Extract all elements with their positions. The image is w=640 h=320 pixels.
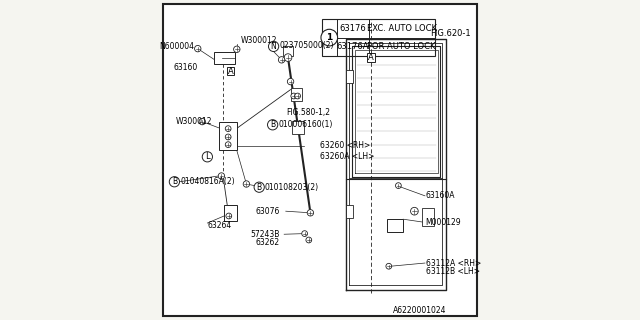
Text: 63264: 63264 — [207, 221, 232, 230]
Bar — [346, 70, 353, 83]
Bar — [346, 205, 353, 218]
Text: 63160: 63160 — [173, 63, 198, 72]
Bar — [322, 19, 435, 56]
Circle shape — [195, 45, 201, 52]
Circle shape — [386, 263, 392, 269]
Text: 63176A: 63176A — [337, 42, 369, 51]
Circle shape — [225, 126, 231, 132]
Bar — [219, 122, 237, 150]
Circle shape — [268, 120, 278, 130]
Circle shape — [218, 173, 225, 179]
Text: FIG.580-1,2: FIG.580-1,2 — [287, 108, 330, 117]
Text: A6220001024: A6220001024 — [393, 306, 447, 315]
Text: B: B — [270, 120, 275, 129]
Text: 63112B <LH>: 63112B <LH> — [426, 267, 479, 276]
Bar — [292, 121, 304, 134]
Bar — [387, 219, 403, 232]
Text: B: B — [172, 177, 177, 186]
Circle shape — [287, 78, 294, 85]
Text: A: A — [228, 67, 233, 76]
Circle shape — [243, 181, 250, 187]
Circle shape — [321, 29, 338, 46]
Text: M000129: M000129 — [426, 218, 461, 227]
Circle shape — [284, 54, 292, 61]
Circle shape — [396, 183, 401, 188]
Bar — [291, 88, 302, 101]
Bar — [367, 53, 375, 62]
Circle shape — [225, 142, 231, 148]
Text: 63112A <RH>: 63112A <RH> — [426, 259, 481, 268]
Circle shape — [202, 152, 212, 162]
Circle shape — [306, 237, 312, 243]
Text: 63262: 63262 — [256, 238, 280, 247]
Circle shape — [225, 134, 231, 140]
Text: 63160A: 63160A — [426, 191, 455, 200]
Text: EXC. AUTO LOCK: EXC. AUTO LOCK — [367, 24, 436, 33]
Text: 01040816A(2): 01040816A(2) — [180, 177, 235, 186]
Text: W300012: W300012 — [241, 36, 277, 44]
Bar — [422, 208, 434, 226]
Text: FOR AUTO LOCK: FOR AUTO LOCK — [367, 42, 436, 51]
Circle shape — [254, 182, 264, 192]
Text: L: L — [205, 152, 210, 161]
Text: 63260A <LH>: 63260A <LH> — [320, 152, 374, 161]
Text: A: A — [369, 53, 374, 62]
Text: 63260 <RH>: 63260 <RH> — [320, 141, 371, 150]
Bar — [214, 52, 236, 64]
Bar — [224, 205, 237, 221]
Text: N: N — [271, 42, 276, 51]
Circle shape — [295, 93, 301, 99]
Bar — [227, 67, 234, 75]
Text: W300012: W300012 — [176, 117, 212, 126]
Circle shape — [234, 46, 240, 52]
Text: 63076: 63076 — [255, 207, 280, 216]
Text: N600004: N600004 — [159, 42, 195, 51]
Text: 63176: 63176 — [340, 24, 366, 33]
Circle shape — [226, 213, 232, 219]
Text: 57243B: 57243B — [251, 230, 280, 239]
Text: FIG.620-1: FIG.620-1 — [430, 29, 471, 38]
Circle shape — [278, 57, 285, 63]
Bar — [283, 46, 293, 56]
Text: 023705000(2): 023705000(2) — [280, 41, 334, 50]
Circle shape — [269, 41, 279, 52]
Text: 1: 1 — [326, 33, 332, 42]
Text: 010108203(2): 010108203(2) — [265, 183, 319, 192]
Circle shape — [411, 207, 419, 215]
Circle shape — [302, 231, 307, 236]
Text: B: B — [257, 183, 262, 192]
Circle shape — [307, 210, 314, 216]
Circle shape — [199, 118, 205, 125]
Circle shape — [291, 93, 297, 99]
Circle shape — [169, 177, 179, 187]
Text: 010006160(1): 010006160(1) — [278, 120, 333, 129]
